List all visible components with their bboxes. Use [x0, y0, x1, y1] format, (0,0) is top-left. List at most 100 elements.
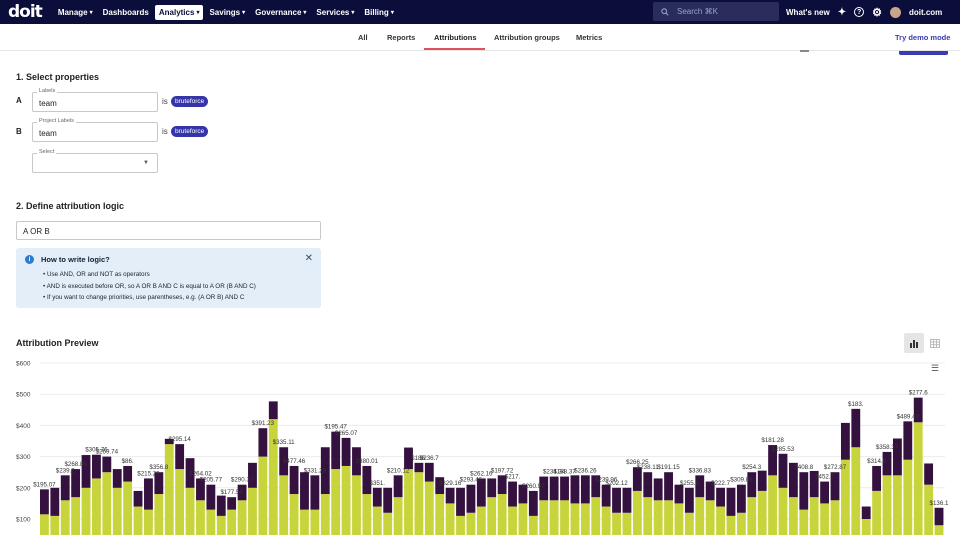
toolbar-divider	[800, 50, 809, 52]
bar-segment-upper	[102, 456, 112, 473]
labels-field[interactable]: Labels team	[32, 88, 158, 112]
data-label: $285.53	[772, 446, 795, 453]
bar-segment-upper	[799, 472, 809, 510]
data-label: $239.96	[595, 477, 618, 484]
tab-reports[interactable]: Reports	[387, 33, 416, 42]
bar-segment-upper	[258, 428, 268, 457]
select-dimension-dropdown[interactable]: Select ▼	[32, 149, 158, 173]
avatar[interactable]	[889, 6, 901, 18]
bar-segment-upper	[185, 458, 195, 488]
logic-help-box: i How to write logic? ✕ Use AND, OR and …	[16, 248, 321, 308]
whats-new-link[interactable]: What's new	[786, 7, 830, 17]
nav-menu: Manage ▾ Dashboards Analytics ▾ Savings ▾ Gover…	[54, 4, 400, 20]
bar-segment-lower	[310, 509, 320, 535]
data-label: $260.97	[522, 483, 545, 490]
bar-segment-lower	[903, 459, 913, 535]
bar-segment-lower	[934, 525, 944, 535]
bar-segment-upper	[903, 421, 913, 460]
nav-item-analytics[interactable]: Analytics ▾	[154, 4, 204, 20]
bar-segment-upper	[237, 484, 247, 501]
bar-segment-lower	[372, 506, 382, 535]
bar-segment-upper	[840, 422, 850, 460]
bar-segment-lower	[393, 497, 403, 535]
bar-segment-lower	[913, 422, 923, 535]
active-tab-indicator	[424, 48, 485, 50]
info-icon: i	[25, 255, 34, 264]
tab-all[interactable]: All	[358, 33, 368, 42]
data-label: $265.07	[335, 430, 358, 437]
save-button[interactable]	[899, 51, 948, 55]
bar-segment-upper	[601, 484, 611, 507]
bar-segment-lower	[414, 472, 424, 535]
bar-segment-upper	[570, 475, 580, 504]
close-icon[interactable]: ✕	[304, 253, 313, 264]
nav-item-label: Dashboards	[102, 7, 149, 17]
value-chip-a[interactable]: bruteforce	[171, 96, 209, 107]
data-label: $188.37	[553, 469, 576, 476]
data-label: $305.76	[85, 447, 108, 454]
account-name[interactable]: doit.com	[908, 7, 943, 17]
nav-item-savings[interactable]: Savings ▾	[205, 5, 249, 20]
chevron-down-icon: ▾	[390, 9, 394, 16]
bar-segment-upper	[445, 487, 455, 504]
bar-segment-lower	[549, 500, 559, 535]
try-demo-link[interactable]: Try demo mode	[895, 33, 951, 42]
bar-segment-upper	[112, 469, 122, 488]
gear-icon[interactable]: ⚙	[872, 6, 882, 19]
chevron-down-icon: ▼	[143, 160, 149, 166]
data-label: $272.87	[824, 464, 847, 471]
bar-segment-lower	[60, 500, 70, 535]
bar-segment-upper	[279, 447, 289, 476]
project-labels-field-label: Project Labels	[37, 118, 76, 124]
help-item: AND is executed before OR, so A OR B AND…	[43, 281, 256, 293]
data-label: $238.11	[637, 464, 659, 471]
value-chip-b[interactable]: bruteforce	[171, 126, 209, 137]
project-labels-field[interactable]: Project Labels team	[32, 118, 158, 142]
bar-segment-upper	[778, 453, 788, 488]
data-label: $380.01	[356, 458, 379, 465]
bar-segment-lower	[653, 500, 663, 535]
y-tick-label: $500	[16, 392, 31, 399]
doit-logo[interactable]: doit	[8, 2, 43, 22]
nav-item-billing[interactable]: Billing ▾	[360, 5, 397, 20]
data-label: $186.	[411, 455, 427, 462]
bar-segment-lower	[508, 506, 517, 535]
bar-segment-lower	[872, 490, 882, 535]
bar-segment-lower	[861, 519, 871, 535]
section-define-logic-title: 2. Define attribution logic	[16, 201, 125, 211]
logic-input[interactable]: A OR B	[16, 221, 321, 240]
bar-segment-lower	[331, 469, 341, 535]
section-select-properties-title: 1. Select properties	[16, 72, 100, 82]
bar-segment-lower	[560, 500, 569, 535]
data-label: $86.	[122, 458, 134, 465]
bar-segment-lower	[643, 497, 653, 535]
data-label: $489.43	[897, 413, 920, 420]
sparkle-icon[interactable]: ✦	[837, 6, 847, 18]
tab-metrics[interactable]: Metrics	[576, 33, 603, 42]
bar-segment-lower	[539, 500, 549, 535]
help-list: Use AND, OR and NOT as operators AND is …	[43, 269, 256, 304]
bar-segment-upper	[934, 507, 944, 526]
bar-segment-upper	[892, 438, 902, 476]
data-label: $255.6	[680, 480, 699, 487]
tab-attribution-groups[interactable]: Attribution groups	[494, 33, 560, 42]
tab-attributions[interactable]: Attributions	[434, 33, 477, 42]
data-label: $217.	[505, 474, 521, 481]
bar-segment-lower	[664, 500, 673, 535]
search-input[interactable]: Search ⌘K	[653, 2, 779, 21]
help-icon[interactable]: ?	[854, 7, 865, 17]
data-label: $295.14	[168, 436, 191, 443]
data-label: $277.6	[909, 390, 928, 397]
data-label: $191.15	[657, 464, 680, 471]
table-view-toggle[interactable]	[925, 333, 945, 353]
bar-segment-lower	[674, 503, 684, 535]
chart-menu-icon[interactable]: ☰	[931, 363, 940, 373]
nav-item-services[interactable]: Services ▾	[312, 5, 358, 20]
bar-segment-lower	[92, 478, 101, 535]
data-label: $177.54	[220, 489, 243, 496]
bar-segment-upper	[216, 495, 226, 516]
nav-item-dashboards[interactable]: Dashboards	[99, 5, 153, 20]
nav-item-governance[interactable]: Governance ▾	[251, 5, 310, 20]
nav-item-manage[interactable]: Manage ▾	[54, 5, 97, 20]
chart-view-toggle[interactable]	[904, 333, 924, 353]
